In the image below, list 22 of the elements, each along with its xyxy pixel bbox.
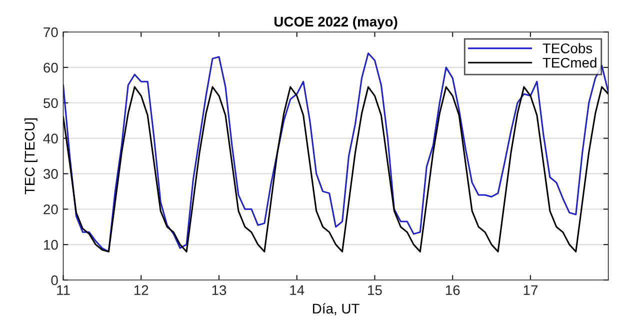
y-axis-title: TEC [TECU] xyxy=(24,118,38,194)
y-tick-label: 60 xyxy=(44,62,58,73)
x-tick-label: 14 xyxy=(290,285,304,295)
y-tick-label: 20 xyxy=(44,204,58,214)
y-tick-label: 30 xyxy=(43,169,58,179)
legend-label: TECmed xyxy=(542,57,596,68)
x-axis-title: Día, UT xyxy=(313,303,360,316)
y-tick-label: 50 xyxy=(44,98,58,108)
y-tick-label: 0 xyxy=(51,275,58,286)
x-tick-label: 15 xyxy=(368,285,382,296)
y-tick-label: 70 xyxy=(44,27,58,38)
line-series xyxy=(63,52,608,252)
y-tick-label: 40 xyxy=(43,134,58,144)
x-tick-label: 11 xyxy=(57,285,70,295)
x-tick-label: 12 xyxy=(134,285,148,295)
legend-label: TECobs xyxy=(542,43,592,54)
chart-title: UCOE 2022 (mayo) xyxy=(274,16,398,30)
y-tick-label: 10 xyxy=(44,240,58,250)
line-series xyxy=(63,86,608,252)
x-tick-label: 13 xyxy=(212,285,226,296)
x-tick-label: 16 xyxy=(446,285,460,296)
x-tick-label: 17 xyxy=(524,285,538,295)
